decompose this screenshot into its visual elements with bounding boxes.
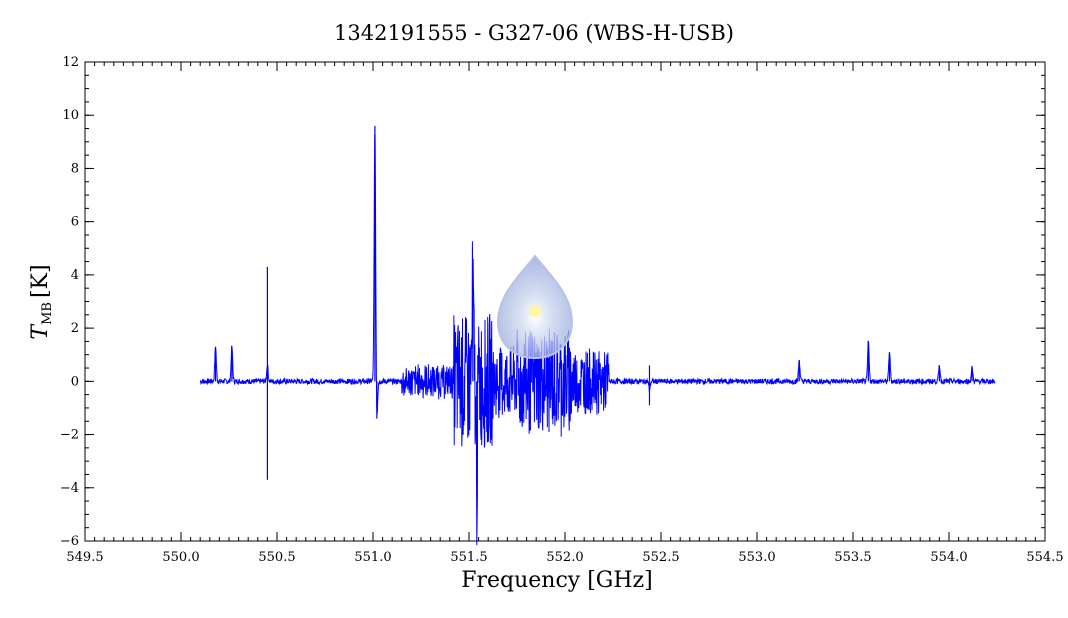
- x-tick-label: 554.0: [930, 550, 967, 565]
- series-layer: [199, 125, 996, 546]
- x-tick-label: 551.0: [354, 550, 391, 565]
- x-tick-label: 551.5: [450, 550, 487, 565]
- drop-logo-icon: [496, 254, 574, 360]
- y-tick-label: −2: [60, 428, 79, 443]
- x-tick-label: 549.5: [66, 550, 103, 565]
- y-tick-label: −4: [60, 481, 79, 496]
- x-tick-labels: 549.5 550.0 550.5 551.0 551.5 552.0 552.5 553.0…: [66, 550, 1063, 565]
- x-tick-label: 553.0: [738, 550, 775, 565]
- chart-title: 1342191555 - G327-06 (WBS-H-USB): [334, 21, 734, 45]
- x-axis-title: Frequency [GHz]: [461, 568, 653, 593]
- y-tick-label: 2: [71, 321, 79, 336]
- x-tick-label: 554.5: [1026, 550, 1063, 565]
- x-tick-label: 550.5: [258, 550, 295, 565]
- y-tick-label: 8: [71, 161, 79, 176]
- spectrum-series-line: [199, 133, 996, 546]
- y-tick-label: 10: [62, 108, 79, 123]
- y-axis-title: TMB [K]: [28, 264, 55, 339]
- y-tick-label: 0: [71, 374, 79, 389]
- y-tick-label: 6: [71, 215, 79, 230]
- y-tick-labels: −6 −4 −2 0 2 4 6 8 10 12: [60, 55, 79, 549]
- y-axis-title-main: T: [28, 323, 53, 340]
- y-axis-title-unit: [K]: [28, 264, 53, 298]
- x-tick-label: 553.5: [834, 550, 871, 565]
- x-tick-label: 550.0: [162, 550, 199, 565]
- plot-frame: [84, 61, 1046, 542]
- y-tick-label: −6: [60, 534, 79, 549]
- y-axis-title-sub: MB: [40, 302, 55, 325]
- y-tick-label: 12: [62, 55, 79, 70]
- y-tick-label: 4: [71, 268, 79, 283]
- x-tick-label: 552.0: [546, 550, 583, 565]
- x-tick-label: 552.5: [642, 550, 679, 565]
